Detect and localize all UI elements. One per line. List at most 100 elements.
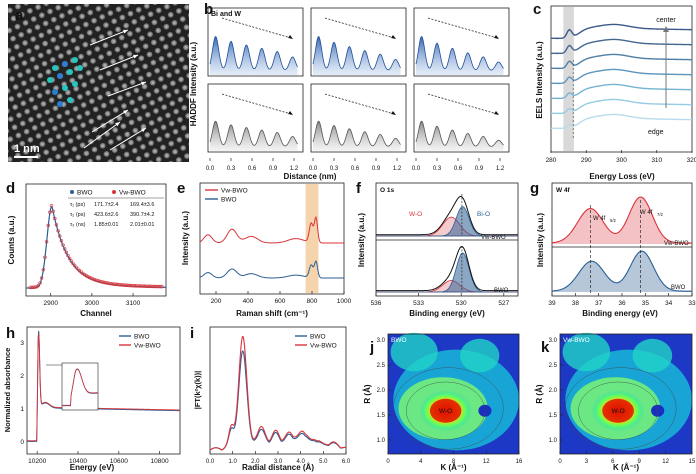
heatmap-region xyxy=(562,332,611,372)
table-cell-bwo: 1.85±0.01 xyxy=(94,222,118,228)
vw-bwo-point xyxy=(41,267,45,272)
x-axis-label: Energy Loss (eV) xyxy=(589,172,655,181)
w-o-label: W-O xyxy=(409,211,422,218)
vw-bwo-xanes-line xyxy=(27,333,181,442)
y-axis-label: R (Å) xyxy=(535,384,544,403)
vw-bwo-point xyxy=(150,284,154,289)
arrow-head-icon xyxy=(115,122,120,127)
atom-marker xyxy=(57,101,63,107)
vw-bwo-point xyxy=(160,284,164,289)
vw-bwo-point xyxy=(153,284,157,289)
x-tick-label-c: 300 xyxy=(616,157,627,164)
y-tick-label-k: 2.5 xyxy=(549,363,558,369)
x-tick-label-i: 2.0 xyxy=(251,459,260,465)
arrow-head-icon xyxy=(141,128,146,133)
sample-label-bwo: BWO xyxy=(494,288,509,294)
bi-o-peak xyxy=(376,206,518,237)
arrow-head-icon xyxy=(123,110,128,115)
trend-arrow-icon xyxy=(288,35,293,39)
panel-letter-h: h xyxy=(6,325,15,342)
trend-arrow-icon xyxy=(494,35,499,39)
x-tick-label-b: 0.3 xyxy=(227,166,236,172)
x-tick-label-b: 0.3 xyxy=(433,166,442,172)
y-tick-label-h: 1 xyxy=(20,406,24,413)
y-axis-label: Counts (a.u.) xyxy=(7,215,16,264)
vw-bwo-point xyxy=(59,239,64,243)
eels-spectrum xyxy=(550,83,693,100)
x-tick-label-c: 290 xyxy=(581,157,592,164)
vw-bwo-raman-line xyxy=(199,215,344,244)
profile-line xyxy=(312,120,401,147)
x-tick-label-g: 38 xyxy=(572,300,580,307)
contour-line xyxy=(393,367,504,450)
vw-bwo-point xyxy=(125,283,129,288)
x-tick-label-g: 35 xyxy=(642,300,650,307)
vw-bwo-point xyxy=(147,284,151,289)
vw-bwo-point xyxy=(28,285,32,290)
vw-bwo-point xyxy=(49,203,54,208)
x-tick-label-d: 2900 xyxy=(43,300,58,307)
panel-letter-j: j xyxy=(369,339,374,356)
x-tick-label-i: 6.0 xyxy=(342,459,351,465)
trend-dash xyxy=(221,93,292,115)
x-axis-label: Binding energy (eV) xyxy=(582,309,658,318)
trend-arrow-icon xyxy=(391,111,396,115)
vw-bwo-point xyxy=(120,283,125,287)
arrow-head-icon xyxy=(141,81,146,86)
profile-area xyxy=(210,36,298,75)
y-tick-label-j: 2.0 xyxy=(377,388,386,394)
arrow-head-icon xyxy=(133,54,138,59)
x-axis-label: Distance (nm) xyxy=(284,172,337,181)
x-tick-label-b: 0.6 xyxy=(248,166,257,172)
x-tick-label-i: 5.0 xyxy=(319,459,328,465)
x-tick-label-h: 10200 xyxy=(28,458,46,465)
profile-box xyxy=(310,83,407,153)
vw-bwo-point xyxy=(30,285,34,290)
y-tick-label-k: 1.0 xyxy=(549,438,558,444)
haadf-image xyxy=(8,4,189,162)
y-axis-label: Normalized absorbance xyxy=(3,348,12,433)
arrow-line xyxy=(109,127,147,151)
contour-line xyxy=(406,381,486,440)
profile-line xyxy=(209,36,298,70)
bwo-raman-line xyxy=(199,260,344,279)
profile-area xyxy=(416,121,504,151)
table-cell-bwo: 423.6±2.6 xyxy=(94,212,118,218)
annotation-edge: edge xyxy=(648,129,664,136)
vw-bwo-point xyxy=(156,284,161,289)
inset-frame xyxy=(61,362,99,411)
contour-line xyxy=(565,367,677,450)
x-axis-label: Binding energy (eV) xyxy=(409,309,485,318)
x-tick-label-e: 800 xyxy=(307,298,318,305)
w4f-area xyxy=(552,197,692,244)
vw-bwo-point xyxy=(107,281,111,286)
vw-bwo-point xyxy=(128,283,133,288)
arrow-line xyxy=(91,109,129,133)
y-tick-label-h: 0 xyxy=(20,439,24,446)
heatmap-region xyxy=(460,338,500,373)
vw-bwo-point xyxy=(44,240,49,244)
eels-spectrum xyxy=(550,53,693,70)
x-tick-label-j: 4 xyxy=(419,459,423,465)
w4f-area xyxy=(552,251,692,292)
eels-spectrum xyxy=(550,38,693,55)
x-tick-label-b: 1.2 xyxy=(290,166,299,172)
vw-bwo-point xyxy=(123,283,128,287)
legend-marker-vw xyxy=(112,190,116,194)
y-tick-label-j: 1.0 xyxy=(377,438,386,444)
y-axis-label: Intensity (a.u.) xyxy=(181,211,190,266)
vw-bwo-point xyxy=(38,281,42,285)
vw-bwo-point xyxy=(61,243,65,247)
table-cell-vw: 169.4±3.6 xyxy=(130,202,154,208)
x-axis-label: Raman shift (cm⁻¹) xyxy=(236,309,308,318)
profile-line xyxy=(312,36,401,71)
legend-label-vw: Vw-BWO xyxy=(221,188,248,195)
y-axis-label: HADDF Intensity (a.u.) xyxy=(189,41,198,126)
sample-label-vw: Vw-BWO xyxy=(664,241,689,247)
x-tick-label-h: 10800 xyxy=(151,458,169,465)
x-tick-label-d: 3100 xyxy=(126,300,141,307)
x-axis-label: Energy (eV) xyxy=(70,463,115,472)
sample-label-vw: Vw-BWO xyxy=(481,235,506,241)
vw-bwo-point xyxy=(142,284,146,288)
